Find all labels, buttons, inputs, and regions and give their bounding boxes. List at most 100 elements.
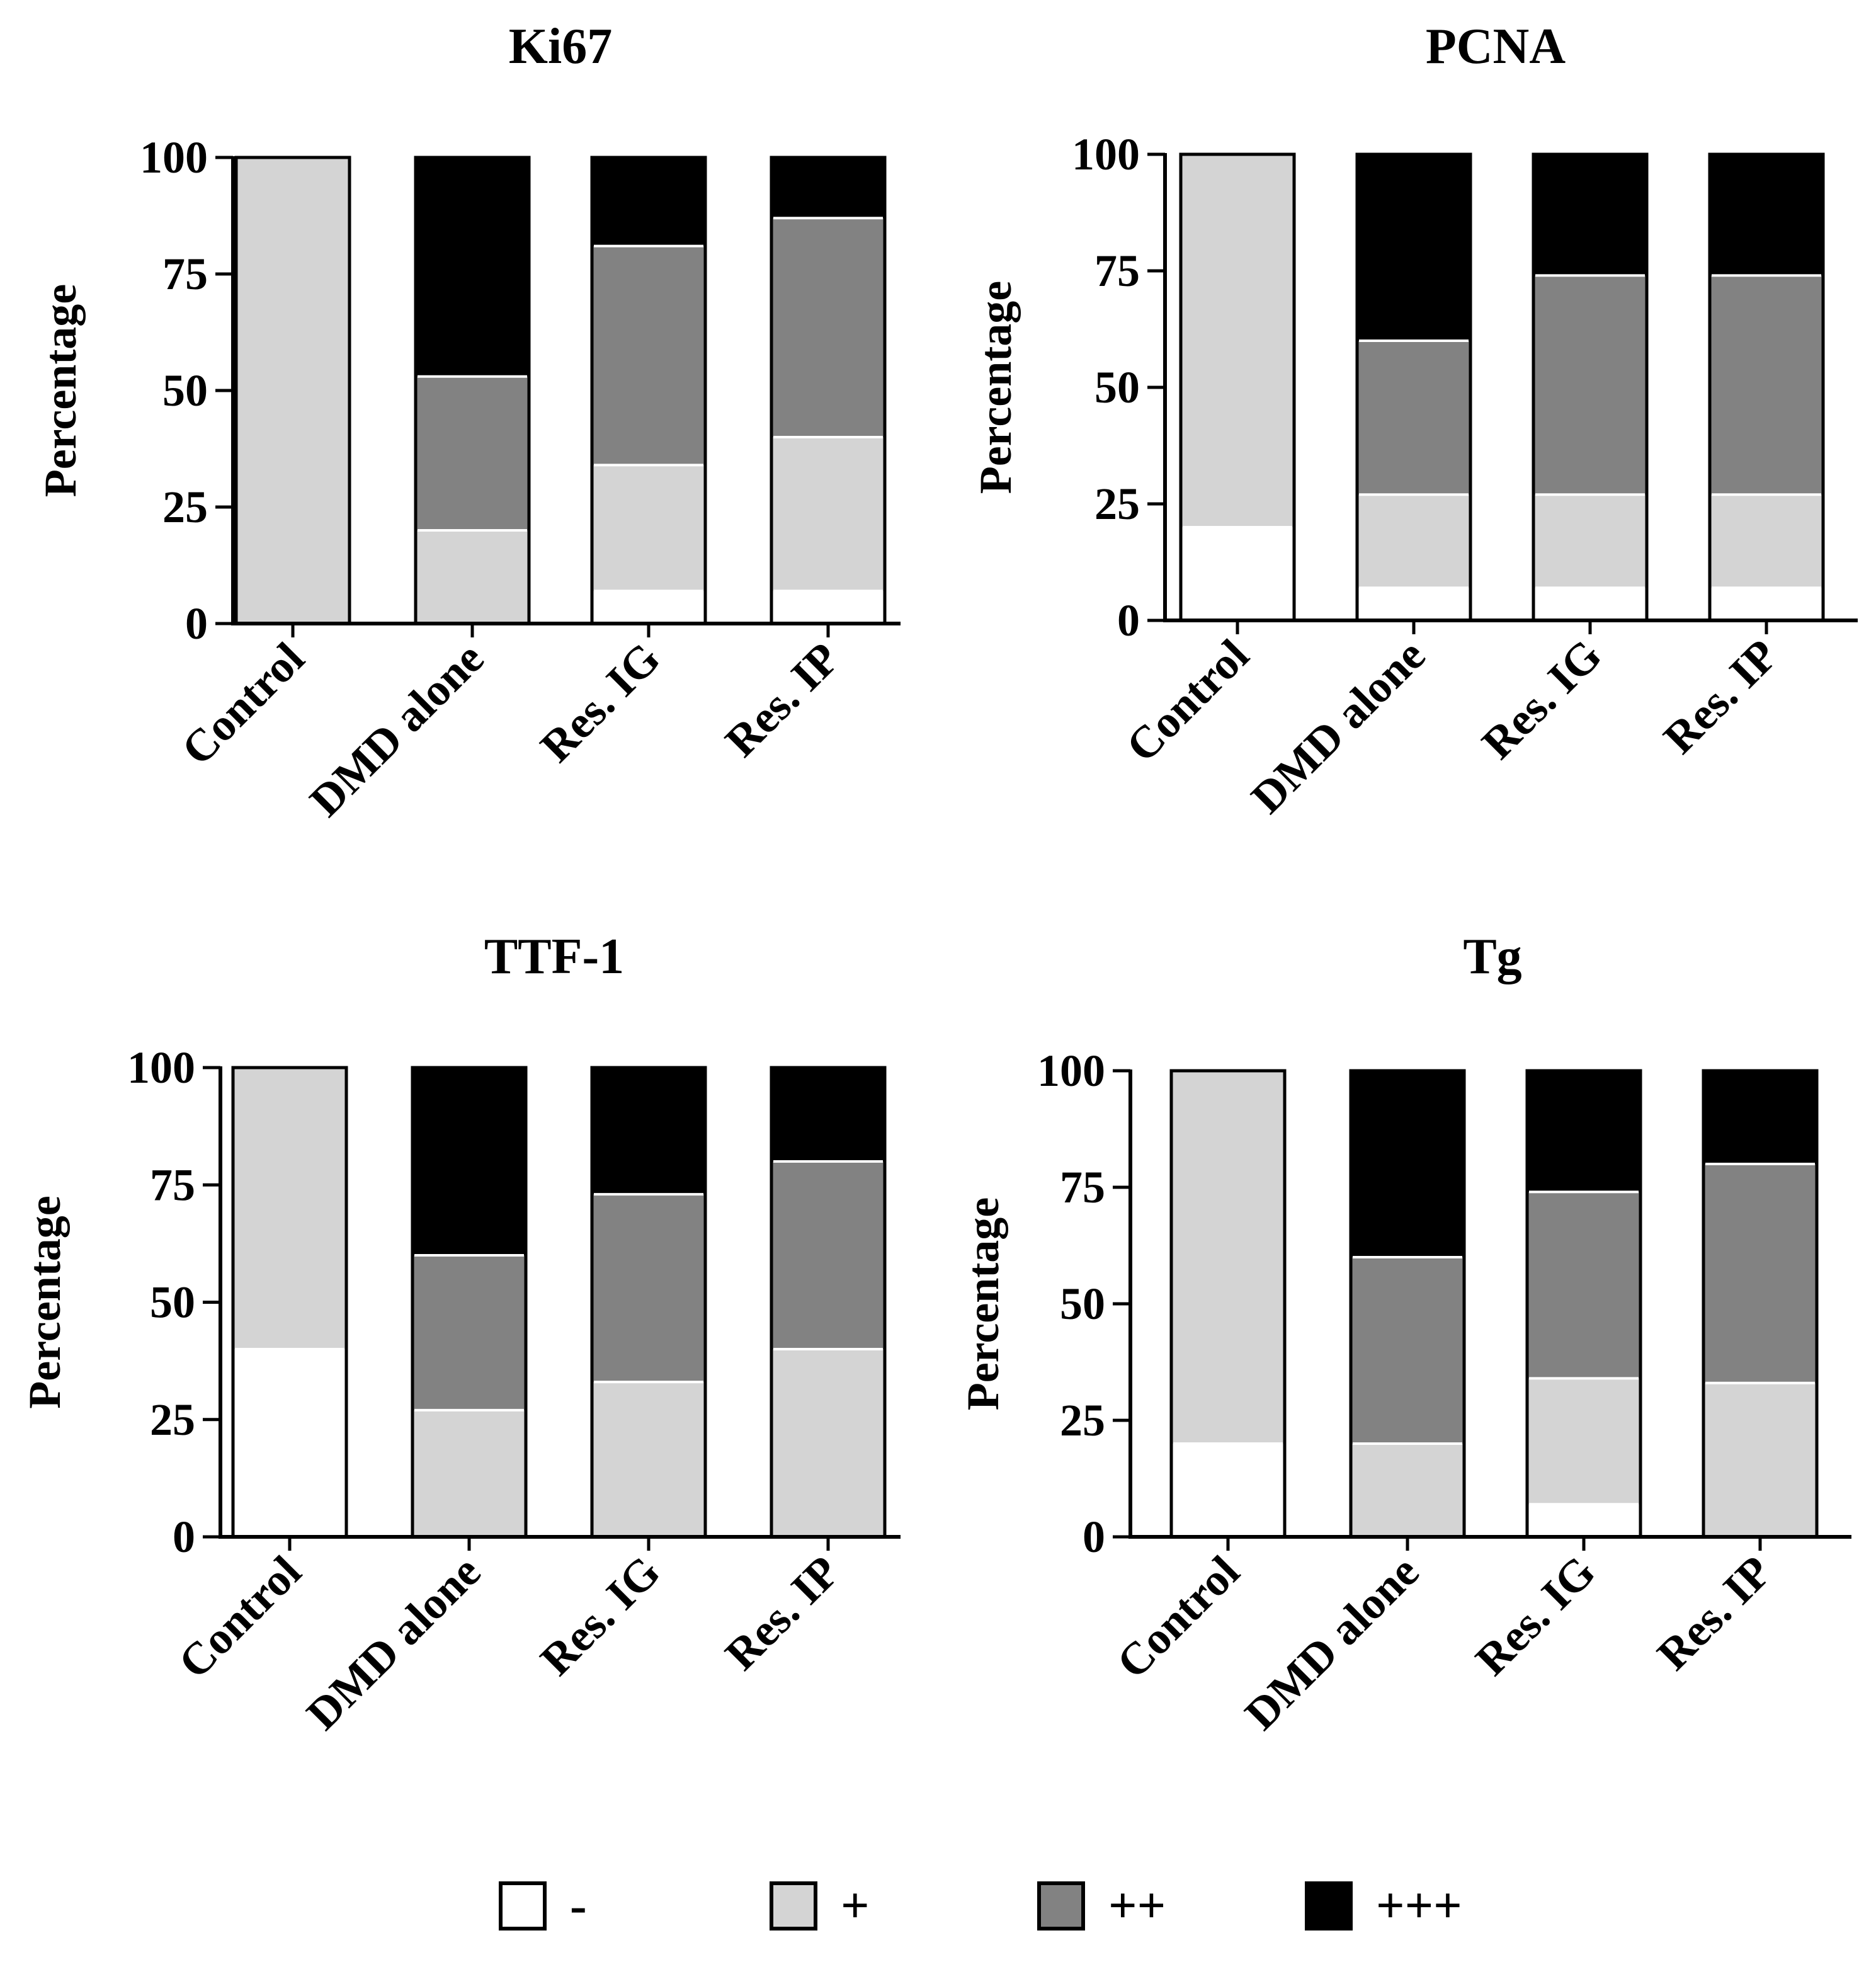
x-tick-label: DMD alone: [1235, 1546, 1428, 1740]
x-tick-label: Res. IP: [1647, 1546, 1781, 1680]
y-tick-label: 50: [162, 365, 208, 416]
x-tick-label: DMD alone: [300, 633, 493, 826]
bar-segment-3-2: [1527, 1378, 1640, 1505]
bar-segment-2-4: [412, 1068, 526, 1255]
y-tick-label: 0: [1117, 595, 1140, 646]
x-tick-label: Res. IG: [1472, 630, 1612, 769]
bar-segment-4-2: [1710, 494, 1823, 588]
bar-segment-4-1: [1710, 588, 1823, 620]
bar-segment-2-3: [412, 1255, 526, 1410]
y-tick-label: 25: [150, 1394, 195, 1445]
y-tick-label: 50: [1094, 362, 1140, 413]
legend-label-1: -: [570, 1878, 587, 1934]
legend-label-4: +++: [1376, 1878, 1462, 1934]
bar-segment-4-1: [771, 591, 885, 624]
x-tick-label: Res. IG: [1466, 1546, 1605, 1685]
bar-segment-3-3: [592, 246, 705, 465]
bar-segment-4-3: [771, 218, 885, 437]
y-axis-label: Percentage: [20, 1195, 70, 1408]
bar-segment-3-1: [1533, 588, 1647, 620]
y-tick-label: 25: [1094, 479, 1140, 529]
x-tick-label: Res. IP: [715, 633, 849, 767]
bar-segment-3-3: [1533, 275, 1647, 495]
bar-segment-1-2: [1171, 1071, 1285, 1444]
legend-swatch-4: [1305, 1881, 1353, 1931]
bar-segment-4-4: [1710, 154, 1823, 276]
bar-segment-2-2: [416, 530, 529, 624]
x-tick-label: Control: [169, 1546, 310, 1688]
bar-segment-3-1: [592, 591, 705, 624]
legend-label-3: ++: [1108, 1878, 1166, 1934]
bar-segment-3-4: [1533, 154, 1647, 276]
bar-segment-1-1: [233, 1349, 346, 1537]
bar-segment-4-2: [771, 437, 885, 591]
chart-title: Ki67: [509, 19, 612, 74]
bar-segment-1-2: [1181, 154, 1294, 527]
x-tick-label: Res. IP: [715, 1546, 849, 1680]
y-tick-label: 75: [1060, 1162, 1105, 1212]
y-tick-label: 25: [1060, 1395, 1105, 1446]
bar-segment-3-4: [1527, 1071, 1640, 1192]
chart-title: Tg: [1463, 929, 1521, 984]
x-tick-label: Control: [172, 633, 314, 775]
bar-segment-3-2: [592, 1382, 705, 1537]
x-tick-label: Res. IG: [531, 633, 670, 772]
legend-swatch-1: [499, 1881, 547, 1931]
chart-title: PCNA: [1426, 19, 1566, 74]
bar-segment-2-4: [1357, 154, 1470, 341]
bar-segment-4-3: [1703, 1164, 1817, 1383]
legend-swatch-3: [1037, 1881, 1085, 1931]
bar-segment-3-3: [1527, 1192, 1640, 1379]
bar-segment-4-2: [771, 1349, 885, 1537]
bar-segment-2-2: [1357, 494, 1470, 588]
bar-segment-1-2: [233, 1068, 346, 1349]
x-tick-label: Control: [1107, 1546, 1249, 1688]
bar-segment-2-1: [1357, 588, 1470, 620]
y-tick-label: 75: [150, 1160, 195, 1210]
y-axis-label: Percentage: [35, 284, 86, 497]
bar-segment-3-2: [1533, 494, 1647, 588]
x-tick-label: Control: [1117, 630, 1258, 772]
bar-segment-3-1: [1527, 1504, 1640, 1537]
bar-segment-2-3: [1351, 1257, 1464, 1444]
bar-segment-3-4: [592, 1068, 705, 1195]
x-tick-label: Res. IP: [1654, 630, 1787, 763]
y-tick-label: 0: [185, 598, 208, 649]
bar-segment-4-4: [771, 157, 885, 219]
bar-segment-2-4: [1351, 1071, 1464, 1257]
x-tick-label: DMD alone: [1241, 630, 1435, 823]
legend-label-2: +: [841, 1878, 870, 1934]
y-tick-label: 50: [1060, 1279, 1105, 1329]
bar-segment-1-1: [1181, 527, 1294, 620]
y-tick-label: 100: [140, 132, 208, 183]
legend-swatch-2: [770, 1881, 817, 1931]
y-axis-label: Percentage: [958, 1197, 1008, 1410]
bar-segment-2-3: [416, 376, 529, 530]
bar-segment-2-2: [412, 1410, 526, 1537]
bar-segment-1-2: [236, 157, 350, 624]
y-tick-label: 100: [127, 1042, 195, 1093]
y-tick-label: 0: [1083, 1512, 1105, 1562]
bar-segment-3-2: [592, 465, 705, 591]
y-tick-label: 75: [162, 249, 208, 299]
bar-segment-4-4: [1703, 1071, 1817, 1164]
bar-segment-4-2: [1703, 1383, 1817, 1537]
bar-segment-4-4: [771, 1068, 885, 1161]
y-tick-label: 100: [1037, 1046, 1105, 1096]
bar-segment-3-4: [592, 157, 705, 246]
y-tick-label: 0: [173, 1512, 195, 1562]
bar-segment-4-3: [1710, 275, 1823, 495]
bar-segment-4-3: [771, 1161, 885, 1349]
bar-segment-1-1: [1171, 1444, 1285, 1537]
chart-title: TTF-1: [484, 929, 624, 984]
x-tick-label: DMD alone: [297, 1546, 490, 1740]
bar-segment-3-3: [592, 1194, 705, 1383]
y-tick-label: 50: [150, 1277, 195, 1328]
y-tick-label: 100: [1072, 129, 1140, 180]
bar-segment-2-3: [1357, 341, 1470, 495]
